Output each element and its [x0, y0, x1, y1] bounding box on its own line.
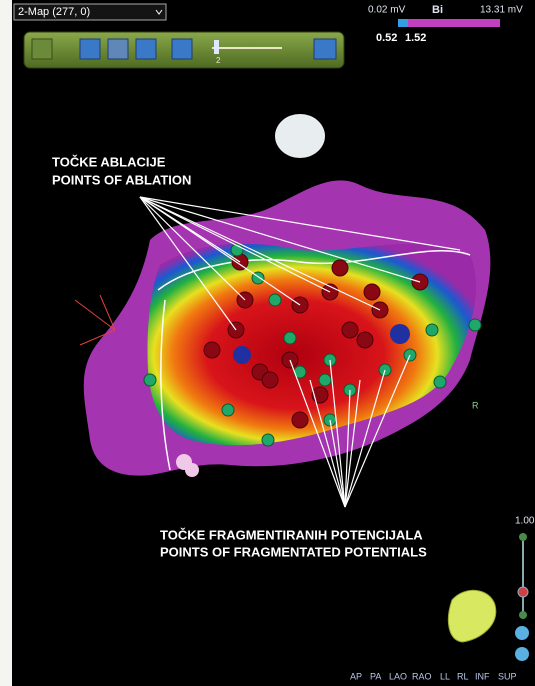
fragmented-point [283, 331, 297, 345]
view-button[interactable]: SUP [498, 671, 517, 681]
leader-line [139, 196, 331, 293]
zoom-thumb[interactable] [517, 586, 529, 598]
view-button[interactable]: INF [475, 671, 490, 681]
tool-button[interactable] [313, 38, 337, 60]
leader-line [139, 196, 461, 251]
color-bar: 0.02 mV Bi 13.31 mV 0.52 1.52 [368, 4, 523, 44]
zoom-in[interactable] [519, 533, 527, 541]
valve-marker [275, 114, 325, 158]
ablation-point [311, 386, 329, 404]
zoom-label: 1.00 [515, 516, 535, 527]
view-button[interactable]: LL [440, 671, 450, 681]
leader-line [289, 359, 346, 508]
zoom-control: 1.00 [515, 516, 535, 661]
map-selector-label[interactable]: 2-Map (277, 0) [18, 6, 90, 18]
leader-line [344, 354, 411, 508]
color-low: 0.52 [376, 32, 397, 44]
slider-thumb[interactable] [214, 40, 219, 54]
view-button[interactable]: AP [350, 671, 362, 681]
rotate-button[interactable] [515, 626, 529, 640]
tool-button[interactable] [135, 38, 157, 60]
tool-button[interactable] [171, 38, 193, 60]
fragmented-point [261, 433, 275, 447]
view-buttons: AP PA LAO RAO LL RL INF SUP [350, 671, 517, 681]
catheter [74, 294, 116, 346]
leader-line [309, 379, 346, 508]
fragmented-point [143, 373, 157, 387]
leader-line [139, 196, 301, 306]
ablation-point [363, 283, 381, 301]
fragmented-point [221, 403, 235, 417]
leader-line [344, 379, 361, 508]
slider-value: 2 [216, 56, 221, 65]
ablation-point [203, 341, 221, 359]
contour [160, 299, 171, 471]
view-button[interactable]: PA [370, 671, 381, 681]
ablation-point [341, 321, 359, 339]
zoom-out[interactable] [519, 611, 527, 619]
view-button[interactable]: RAO [412, 671, 432, 681]
tool-button[interactable] [31, 38, 53, 60]
leader-line [139, 196, 381, 311]
leader-line [139, 196, 246, 301]
annotation: TOČKE FRAGMENTIRANIH POTENCIJALA [160, 527, 423, 542]
leader-line [344, 389, 351, 508]
color-high: 1.52 [405, 32, 426, 44]
marker [233, 346, 251, 364]
heart-icon [447, 590, 497, 643]
annotation: POINTS OF ABLATION [52, 172, 191, 187]
dropdown-arrow[interactable] [155, 9, 163, 15]
marker [185, 463, 199, 477]
contour [157, 249, 471, 291]
orientation-marker: R [472, 400, 479, 410]
ablation-point [356, 331, 374, 349]
toolbar: 2 [23, 31, 345, 69]
fragmented-point [268, 293, 282, 307]
anatomical-map [74, 180, 491, 477]
marker [390, 324, 410, 344]
fragmented-point [468, 318, 482, 332]
leader-line [344, 369, 386, 508]
color-max-label: 13.31 mV [480, 5, 523, 16]
map-selector[interactable]: 2-Map (277, 0) [13, 3, 167, 21]
ablation-point [331, 259, 349, 277]
leaders [139, 196, 461, 508]
view-button[interactable]: LAO [389, 671, 407, 681]
fragmented-point [425, 323, 439, 337]
tool-button[interactable] [79, 38, 101, 60]
annotation: POINTS OF FRAGMENTATED POTENTIALS [160, 544, 427, 559]
annotation: TOČKE ABLACIJE [52, 154, 166, 169]
rotate-button[interactable] [515, 647, 529, 661]
leader-line [139, 196, 237, 331]
fragmented-point [433, 375, 447, 389]
color-min-label: 0.02 mV [368, 5, 406, 16]
dropdown-box[interactable] [13, 3, 167, 21]
leader-line [329, 359, 346, 508]
tool-button[interactable] [107, 38, 129, 60]
fragmented-point [318, 373, 332, 387]
view-button[interactable]: RL [457, 671, 469, 681]
color-scale [398, 19, 500, 27]
color-scale-low [398, 19, 408, 27]
leader-line [329, 419, 346, 508]
ablation-point [291, 411, 309, 429]
leader-line [139, 196, 421, 283]
ablation-point [261, 371, 279, 389]
map-voltage [147, 243, 477, 446]
color-mode: Bi [432, 4, 443, 16]
